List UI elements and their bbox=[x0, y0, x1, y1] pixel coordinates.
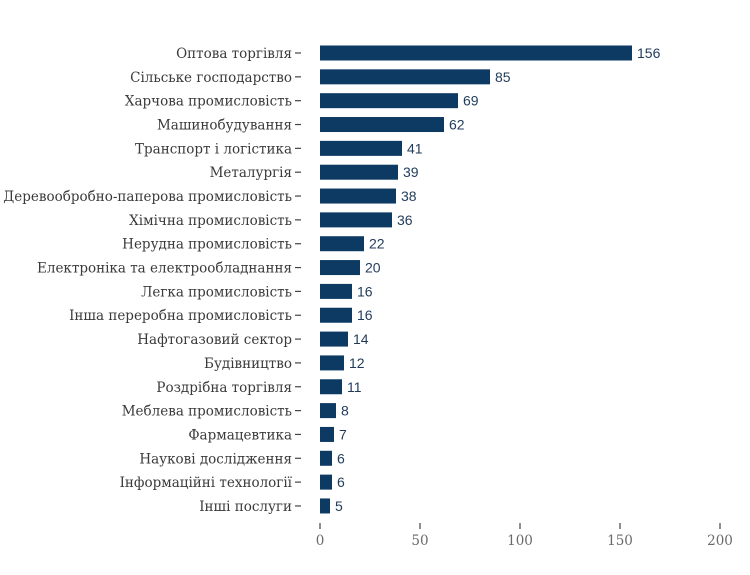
value-label: 62 bbox=[449, 117, 465, 133]
bar bbox=[320, 164, 398, 180]
bar bbox=[320, 283, 352, 299]
value-label: 6 bbox=[337, 474, 345, 490]
value-label: 7 bbox=[339, 426, 347, 442]
category-label: Електроніка та електрообладнання bbox=[37, 261, 292, 277]
value-label: 11 bbox=[347, 379, 362, 395]
value-label: 85 bbox=[495, 69, 511, 85]
category-label: Наукові дослідження bbox=[139, 451, 292, 467]
category-label: Нафтогазовий сектор bbox=[137, 332, 292, 348]
value-label: 8 bbox=[341, 403, 349, 419]
value-label: 38 bbox=[401, 188, 417, 204]
bar bbox=[320, 307, 352, 323]
value-label: 16 bbox=[357, 307, 373, 323]
bar bbox=[320, 403, 336, 419]
bar bbox=[320, 450, 332, 466]
bar bbox=[320, 188, 396, 204]
category-label: Роздрібна торгівля bbox=[156, 380, 292, 396]
bar bbox=[320, 140, 402, 156]
value-label: 156 bbox=[637, 45, 661, 61]
bar bbox=[320, 355, 344, 371]
bar bbox=[320, 331, 348, 347]
category-label: Інформаційні технології bbox=[120, 475, 293, 491]
value-label: 20 bbox=[365, 260, 381, 276]
category-label: Оптова торгівля bbox=[176, 46, 292, 62]
x-tick-label: 150 bbox=[607, 533, 633, 549]
value-label: 5 bbox=[335, 498, 343, 514]
category-labels: Оптова торгівля Сільське господарство Харч… bbox=[3, 46, 292, 515]
value-label: 12 bbox=[349, 355, 365, 371]
value-labels: 156 85 69 62 41 39 38 36 22 20 16 16 14 12 11 8 7 6 6 5 bbox=[335, 45, 661, 514]
value-label: 6 bbox=[337, 450, 345, 466]
bar bbox=[320, 498, 330, 514]
value-label: 36 bbox=[397, 212, 413, 228]
x-axis: 0 50 100 150 200 bbox=[316, 523, 733, 549]
category-label: Фармацевтика bbox=[188, 427, 292, 443]
category-label: Легка промисловість bbox=[141, 284, 292, 300]
category-label: Інша переробна промисловість bbox=[69, 308, 292, 324]
bar bbox=[320, 474, 332, 490]
y-axis-ticks bbox=[295, 52, 301, 507]
value-label: 39 bbox=[403, 164, 419, 180]
category-label: Сільське господарство bbox=[130, 70, 292, 86]
category-label: Транспорт і логістика bbox=[135, 141, 292, 157]
value-label: 69 bbox=[463, 93, 479, 109]
category-label: Хімічна промисловість bbox=[129, 213, 292, 229]
bar bbox=[320, 236, 364, 252]
category-label: Металургія bbox=[210, 165, 292, 181]
x-tick-label: 0 bbox=[316, 533, 325, 549]
bar bbox=[320, 212, 392, 228]
bar bbox=[320, 117, 444, 133]
category-label: Машинобудування bbox=[157, 118, 292, 134]
category-label: Нерудна промисловість bbox=[122, 237, 292, 253]
bar bbox=[320, 69, 490, 85]
category-label: Деревообробно-паперова промисловість bbox=[3, 189, 292, 205]
category-label: Харчова промисловість bbox=[125, 94, 292, 110]
bar bbox=[320, 260, 360, 276]
x-tick-label: 100 bbox=[507, 533, 533, 549]
bar bbox=[320, 426, 334, 442]
category-label: Інші послуги bbox=[199, 499, 292, 515]
category-label: Будівництво bbox=[204, 356, 292, 372]
bar bbox=[320, 93, 458, 109]
value-label: 16 bbox=[357, 283, 373, 299]
x-tick-label: 50 bbox=[411, 533, 428, 549]
value-label: 14 bbox=[353, 331, 369, 347]
bar bbox=[320, 379, 342, 395]
bars-group bbox=[320, 45, 632, 514]
bar bbox=[320, 45, 632, 61]
value-label: 22 bbox=[369, 236, 385, 252]
x-tick-label: 200 bbox=[707, 533, 733, 549]
value-label: 41 bbox=[407, 140, 423, 156]
category-label: Меблева промисловість bbox=[122, 404, 292, 420]
